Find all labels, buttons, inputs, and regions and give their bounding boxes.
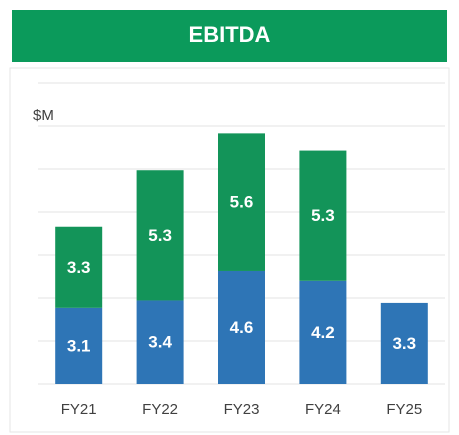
data-label: 5.3 bbox=[311, 206, 335, 225]
bar-segment bbox=[136, 170, 184, 301]
x-tick-label: FY23 bbox=[224, 401, 260, 418]
bar-segment bbox=[55, 307, 103, 384]
x-tick-label: FY24 bbox=[305, 401, 341, 418]
bar-segment bbox=[218, 133, 265, 271]
x-tick-label: FY22 bbox=[142, 401, 178, 418]
data-label: 4.2 bbox=[311, 323, 335, 342]
data-label: 3.4 bbox=[148, 333, 172, 352]
y-axis-label: $M bbox=[33, 107, 54, 124]
data-label: 3.1 bbox=[67, 336, 91, 355]
data-label: 5.6 bbox=[230, 193, 254, 212]
bar-segment bbox=[380, 302, 428, 384]
data-label: 4.6 bbox=[230, 318, 254, 337]
bar-segment bbox=[299, 150, 347, 281]
bar-segment bbox=[55, 226, 103, 308]
x-tick-label: FY21 bbox=[61, 401, 97, 418]
data-label: 3.3 bbox=[392, 334, 416, 353]
bar-segment bbox=[218, 270, 265, 384]
chart-title: EBITDA bbox=[189, 22, 271, 47]
data-label: 5.3 bbox=[148, 226, 172, 245]
x-tick-label: FY25 bbox=[386, 401, 422, 418]
data-label: 3.3 bbox=[67, 258, 91, 277]
bar-segment bbox=[299, 280, 347, 384]
bar-segment bbox=[136, 300, 184, 384]
title-banner bbox=[12, 10, 447, 62]
